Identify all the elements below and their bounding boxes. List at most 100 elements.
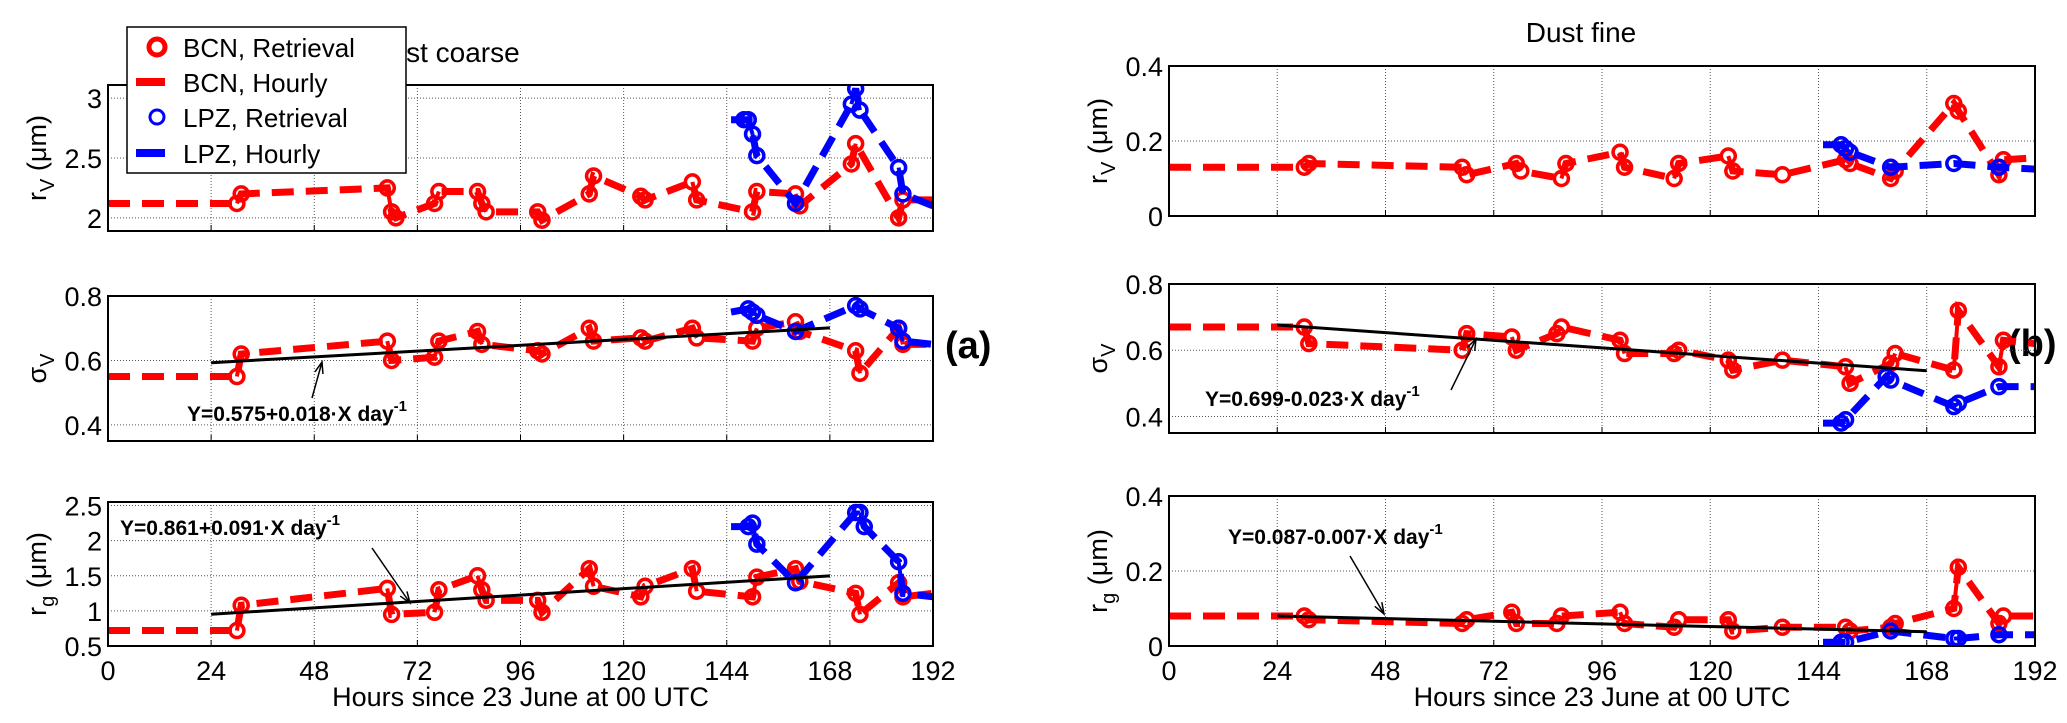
x-tick-label: 192 bbox=[910, 656, 955, 686]
bcn-retrieval-point bbox=[636, 332, 654, 350]
bcn-retrieval-connector bbox=[849, 143, 858, 165]
bcn-retrieval-point bbox=[851, 605, 869, 624]
bcn-retrieval-connector bbox=[690, 568, 699, 592]
bcn-retrieval-point bbox=[743, 588, 762, 606]
y-label-unit: (μm) bbox=[1083, 529, 1113, 593]
x-tick-label: 168 bbox=[1904, 656, 1949, 686]
bcn-retrieval-point bbox=[889, 209, 908, 227]
lpz-retrieval-connector bbox=[750, 133, 759, 156]
bcn-retrieval-point bbox=[1453, 341, 1471, 359]
x-tick-label: 96 bbox=[1587, 656, 1617, 686]
bcn-retrieval-point bbox=[1507, 614, 1526, 633]
lpz-retrieval-connector bbox=[750, 522, 759, 545]
bcn-retrieval-point bbox=[1773, 166, 1792, 184]
plot-area bbox=[1169, 557, 2035, 646]
lpz-retrieval-point bbox=[855, 517, 873, 536]
bcn-retrieval-connector bbox=[896, 199, 905, 219]
lpz-retrieval-connector bbox=[896, 167, 905, 195]
plot-area bbox=[108, 85, 933, 229]
y-label-sub: V bbox=[37, 178, 59, 192]
bcn-retrieval-point bbox=[636, 191, 654, 209]
y-axis-label: σV bbox=[1083, 343, 1120, 374]
fit-line bbox=[1277, 614, 1927, 634]
lpz-retrieval-point bbox=[1945, 154, 1963, 173]
fit-equation-text: Y=0.699-0.023·X day bbox=[1205, 388, 1407, 411]
bcn-retrieval-connector bbox=[1951, 310, 1961, 371]
y-tick-label: 0 bbox=[1148, 632, 1163, 662]
axes-frame bbox=[1168, 495, 2036, 647]
bcn-retrieval-point bbox=[1300, 334, 1318, 353]
bcn-retrieval-point bbox=[378, 332, 397, 350]
fit-equation: Y=0.087-0.007·X day-1 bbox=[1228, 521, 1443, 549]
lpz-retrieval-point bbox=[889, 552, 908, 571]
x-tick-label: 72 bbox=[1479, 656, 1509, 686]
lpz-retrieval-point bbox=[1990, 377, 2008, 396]
lpz-retrieval-marker-icon bbox=[148, 108, 166, 126]
legend-item-lpz-retrieval: LPZ, Retrieval bbox=[148, 103, 348, 133]
bcn-retrieval-connector bbox=[750, 191, 759, 213]
bcn-retrieval-point bbox=[1669, 341, 1688, 359]
bcn-retrieval-connector bbox=[385, 187, 394, 213]
bcn-retrieval-point bbox=[382, 605, 401, 624]
bcn-retrieval-point bbox=[846, 342, 865, 360]
bcn-retrieval-point bbox=[425, 603, 444, 622]
bcn-retrieval-connector bbox=[690, 181, 699, 201]
bcn-retrieval-connector bbox=[853, 350, 862, 374]
bcn-retrieval-point bbox=[1552, 169, 1571, 188]
bcn-retrieval-connector bbox=[1844, 158, 1852, 166]
y-label-main: r bbox=[22, 192, 52, 201]
fit-equation: Y=0.861+0.091·X day-1 bbox=[120, 512, 340, 540]
x-tick-label: 96 bbox=[505, 656, 535, 686]
lpz-retrieval-point bbox=[1990, 158, 2008, 176]
bcn-retrieval-point bbox=[1665, 169, 1683, 188]
bcn-retrieval-point bbox=[473, 335, 491, 354]
x-tick-label: 144 bbox=[1796, 656, 1841, 686]
bcn-retrieval-point bbox=[1949, 558, 1968, 576]
y-label-main: σ bbox=[1083, 357, 1113, 374]
bcn-retrieval-point bbox=[387, 209, 405, 227]
lpz-retrieval-point bbox=[851, 300, 869, 318]
bcn-retrieval-connector bbox=[1996, 339, 2006, 368]
lpz-retrieval-point bbox=[1881, 371, 1900, 389]
fit-equation-text: Y=0.861+0.091·X day bbox=[120, 517, 327, 540]
bcn-hourly-line bbox=[108, 562, 933, 635]
subplot-b-0: 00.20.4rV (μm) bbox=[1083, 52, 2036, 232]
lpz-retrieval-point bbox=[894, 584, 912, 603]
bcn-retrieval-point bbox=[1945, 361, 1963, 379]
y-tick-label: 0.2 bbox=[1125, 557, 1163, 587]
y-label-main: r bbox=[1083, 604, 1113, 613]
x-tick-label: 24 bbox=[196, 656, 226, 686]
y-label-main: r bbox=[22, 607, 52, 616]
x-tick-label: 48 bbox=[1370, 656, 1400, 686]
y-tick-label: 0.6 bbox=[64, 346, 102, 376]
axes-frame bbox=[1168, 65, 2036, 217]
bcn-retrieval-point bbox=[533, 211, 551, 229]
bcn-retrieval-connector bbox=[234, 604, 244, 631]
axes-frame bbox=[1168, 283, 2036, 434]
y-axis-label: σV bbox=[22, 353, 59, 384]
bcn-retrieval-point bbox=[1300, 154, 1318, 173]
bcn-retrieval-point bbox=[378, 579, 397, 598]
legend: BCN, Retrieval BCN, Hourly LPZ, Retrieva… bbox=[126, 26, 407, 174]
y-label-sub: g bbox=[1098, 593, 1120, 604]
lpz-retrieval-point bbox=[748, 146, 766, 165]
x-tick-label: 168 bbox=[807, 656, 852, 686]
legend-label: LPZ, Hourly bbox=[183, 139, 320, 169]
y-tick-label: 0.6 bbox=[1125, 336, 1163, 366]
x-tick-label: 0 bbox=[1161, 656, 1176, 686]
lpz-retrieval-point bbox=[748, 535, 766, 553]
bcn-retrieval-connector bbox=[536, 349, 544, 356]
subplot-b-1: 0.4 0.6 0.8 σV Y=0.699-0.023·X day-1 bbox=[1083, 270, 2036, 434]
y-axis-label: rg (μm) bbox=[1083, 529, 1120, 613]
lpz-retrieval-point bbox=[1990, 626, 2008, 644]
bcn-retrieval-point bbox=[1724, 162, 1742, 180]
plot-area bbox=[108, 503, 933, 640]
bcn-retrieval-point bbox=[1841, 154, 1859, 173]
fit-line bbox=[211, 574, 830, 616]
fit-equation-text: Y=0.087-0.007·X day bbox=[1228, 526, 1430, 549]
x-tick-label: 48 bbox=[299, 656, 329, 686]
bcn-retrieval-point bbox=[430, 182, 448, 201]
